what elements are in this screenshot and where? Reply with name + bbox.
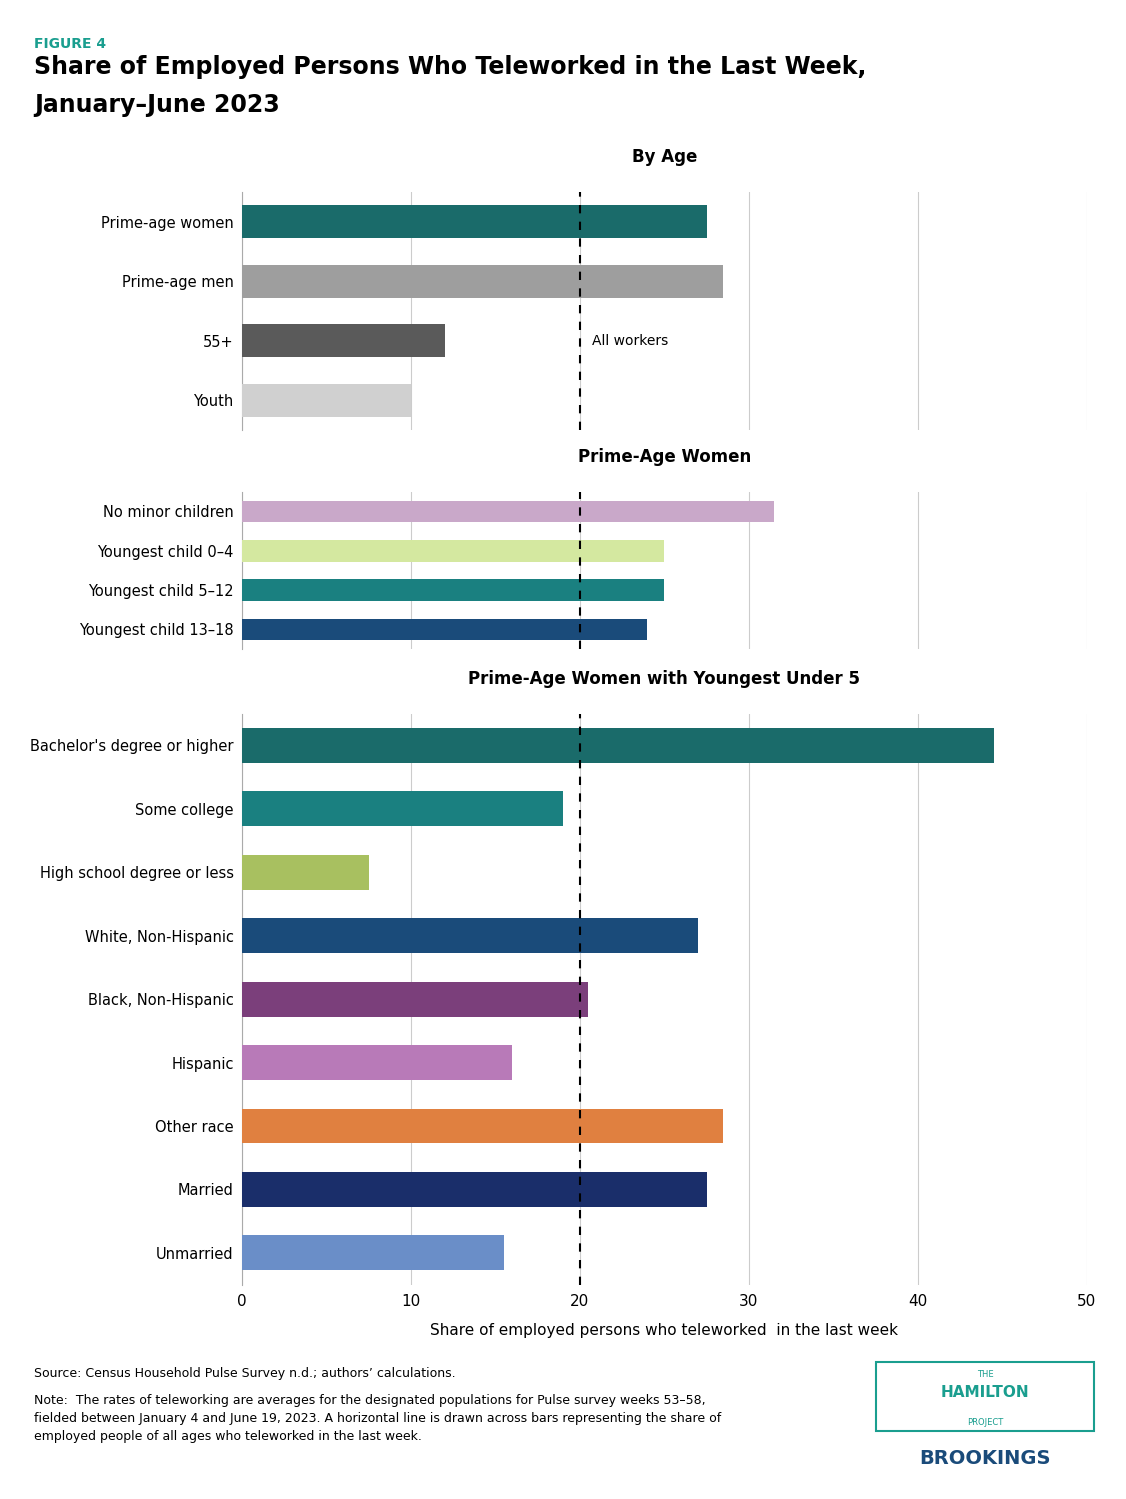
Text: HAMILTON: HAMILTON [941, 1385, 1029, 1400]
Bar [242, 729, 993, 763]
Bar [242, 384, 411, 417]
Text: Prime-Age Women: Prime-Age Women [578, 448, 751, 466]
Bar [242, 265, 723, 298]
Text: January–June 2023: January–June 2023 [34, 93, 279, 117]
Text: PROJECT: PROJECT [967, 1418, 1003, 1427]
Bar [242, 619, 647, 640]
Text: Prime-Age Women with Youngest Under 5: Prime-Age Women with Youngest Under 5 [468, 670, 860, 688]
Bar [242, 791, 563, 826]
FancyBboxPatch shape [876, 1363, 1094, 1432]
Bar [242, 982, 588, 1016]
Bar [242, 1045, 512, 1079]
Bar [242, 1172, 707, 1207]
Bar [242, 919, 698, 953]
Bar [242, 540, 664, 562]
Text: All workers: All workers [592, 334, 668, 348]
Bar [242, 324, 445, 357]
Bar [242, 205, 707, 238]
Bar [242, 579, 664, 601]
Text: THE: THE [977, 1370, 993, 1379]
Bar [242, 1109, 723, 1144]
Bar [242, 854, 369, 889]
Text: By Age: By Age [632, 148, 697, 166]
Text: Source: Census Household Pulse Survey n.d.; authors’ calculations.: Source: Census Household Pulse Survey n.… [34, 1367, 455, 1381]
Text: FIGURE 4: FIGURE 4 [34, 37, 106, 51]
X-axis label: Share of employed persons who teleworked  in the last week: Share of employed persons who teleworked… [430, 1324, 899, 1339]
Text: Share of Employed Persons Who Teleworked in the Last Week,: Share of Employed Persons Who Teleworked… [34, 55, 866, 79]
Bar [242, 1235, 504, 1270]
Text: BROOKINGS: BROOKINGS [920, 1450, 1051, 1468]
Text: Note:  The rates of teleworking are averages for the designated populations for : Note: The rates of teleworking are avera… [34, 1394, 721, 1444]
Bar [242, 501, 774, 522]
